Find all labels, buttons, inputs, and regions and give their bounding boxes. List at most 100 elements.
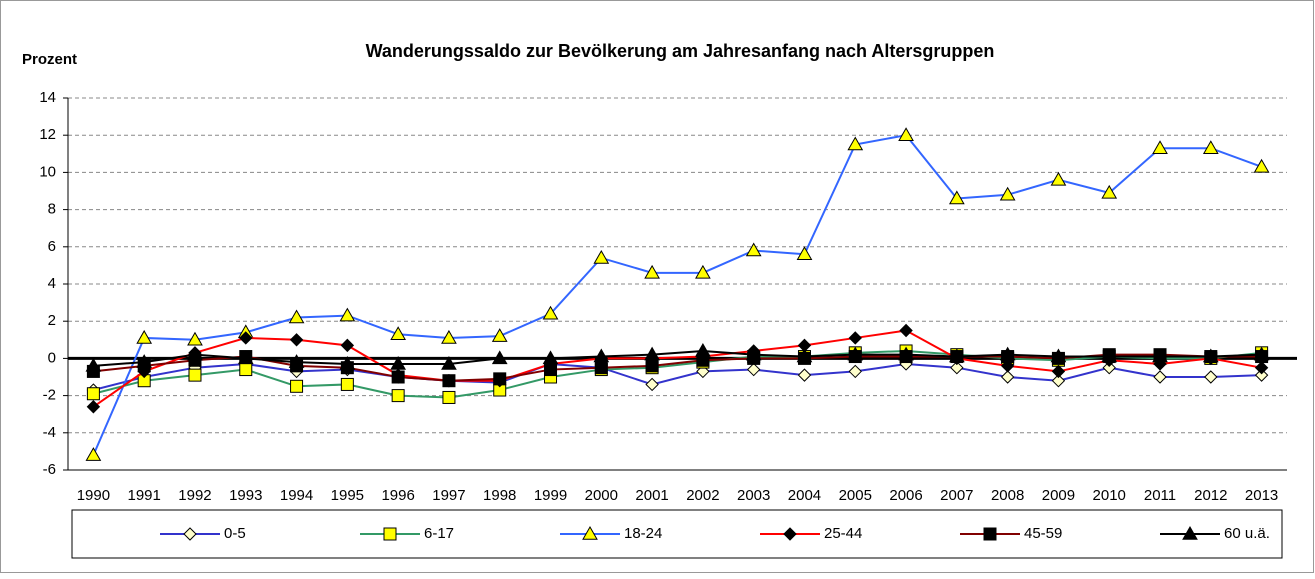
data-point (593, 348, 610, 363)
legend-marker (183, 527, 197, 541)
legend-marker (1182, 525, 1198, 540)
y-tick-label: 12 (39, 126, 56, 143)
data-point (237, 350, 254, 365)
data-point (441, 355, 457, 370)
legend-label: 0-5 (224, 525, 246, 542)
data-point (644, 346, 660, 361)
data-point (1152, 140, 1168, 154)
legend-marker (783, 527, 797, 541)
data-point (796, 348, 813, 363)
data-point (746, 362, 761, 377)
data-point (1051, 364, 1066, 379)
x-tick-label: 2003 (737, 487, 770, 504)
data-point (340, 377, 354, 391)
y-tick-label: -4 (43, 424, 56, 441)
series-line (93, 353, 1262, 382)
x-tick-label: 1999 (534, 487, 567, 504)
data-point (390, 355, 407, 370)
x-tick-label: 1994 (280, 487, 313, 504)
x-tick-label: 2000 (585, 487, 618, 504)
legend-label: 18-24 (624, 525, 662, 542)
x-tick-label: 2001 (635, 487, 668, 504)
data-point (899, 323, 913, 338)
legend-marker (983, 527, 997, 541)
x-tick-label: 2010 (1093, 487, 1126, 504)
data-point (391, 389, 405, 403)
x-tick-label: 2009 (1042, 487, 1075, 504)
data-point (390, 326, 407, 340)
y-tick-label: 2 (48, 312, 56, 329)
data-point (1050, 171, 1067, 186)
data-point (1051, 374, 1066, 388)
data-point (542, 350, 559, 365)
series-line (93, 362, 1262, 391)
data-point (1254, 368, 1269, 382)
data-point (745, 346, 762, 361)
chart-title: Wanderungssaldo zur Bevölkerung am Jahre… (366, 41, 995, 61)
x-tick-label: 1996 (381, 487, 414, 504)
legend-marker (582, 525, 598, 540)
data-point (695, 264, 711, 279)
data-point (745, 242, 762, 257)
data-point (1101, 348, 1118, 363)
x-tick-label: 1995 (331, 487, 364, 504)
series-line (92, 134, 1262, 456)
data-point (339, 355, 356, 370)
data-point (1152, 348, 1168, 363)
data-point (1204, 370, 1218, 384)
x-tick-label: 2012 (1194, 487, 1227, 504)
data-point (1202, 348, 1219, 363)
y-tick-label: 8 (48, 201, 56, 218)
x-tick-label: 2006 (889, 487, 922, 504)
data-point (136, 329, 153, 344)
x-tick-label: 2007 (940, 487, 973, 504)
y-tick-label: -6 (43, 461, 56, 478)
x-tick-label: 1998 (483, 487, 516, 504)
x-tick-label: 2008 (991, 487, 1024, 504)
x-tick-label: 2004 (788, 487, 821, 504)
data-point (797, 368, 812, 382)
legend-label: 6-17 (424, 525, 454, 542)
legend-label: 60 u.ä. (1224, 525, 1270, 542)
series-line (92, 329, 1262, 408)
y-tick-label: 14 (39, 89, 56, 106)
data-point (290, 379, 304, 393)
data-point (491, 328, 508, 342)
legend-box (71, 509, 1283, 559)
data-point (1102, 360, 1116, 375)
data-point (442, 390, 456, 404)
data-point (950, 360, 964, 375)
data-point (898, 127, 914, 141)
data-point (340, 338, 355, 353)
data-point (948, 190, 965, 205)
legend-marker (383, 527, 397, 541)
y-tick-label: 6 (48, 238, 56, 255)
data-point (288, 309, 305, 324)
data-point (796, 246, 813, 260)
x-tick-label: 1991 (128, 487, 161, 504)
x-tick-label: 2005 (839, 487, 872, 504)
data-point (1101, 184, 1118, 199)
x-tick-label: 2013 (1245, 487, 1278, 504)
y-tick-label: 4 (48, 275, 56, 292)
data-point (847, 136, 864, 151)
data-point (187, 331, 203, 346)
data-point (948, 348, 965, 363)
data-point (239, 363, 253, 377)
x-tick-label: 1997 (432, 487, 465, 504)
data-point (999, 186, 1016, 201)
data-point (1253, 158, 1270, 173)
x-tick-label: 2011 (1144, 487, 1176, 504)
data-point (1153, 370, 1167, 384)
data-point (593, 249, 610, 264)
data-point (339, 307, 356, 322)
data-point (999, 346, 1016, 361)
data-point (85, 447, 102, 461)
data-point (391, 370, 405, 384)
x-tick-label: 1993 (229, 487, 262, 504)
data-point (1254, 360, 1269, 375)
legend-label: 25-44 (824, 525, 862, 542)
data-point (441, 329, 457, 344)
